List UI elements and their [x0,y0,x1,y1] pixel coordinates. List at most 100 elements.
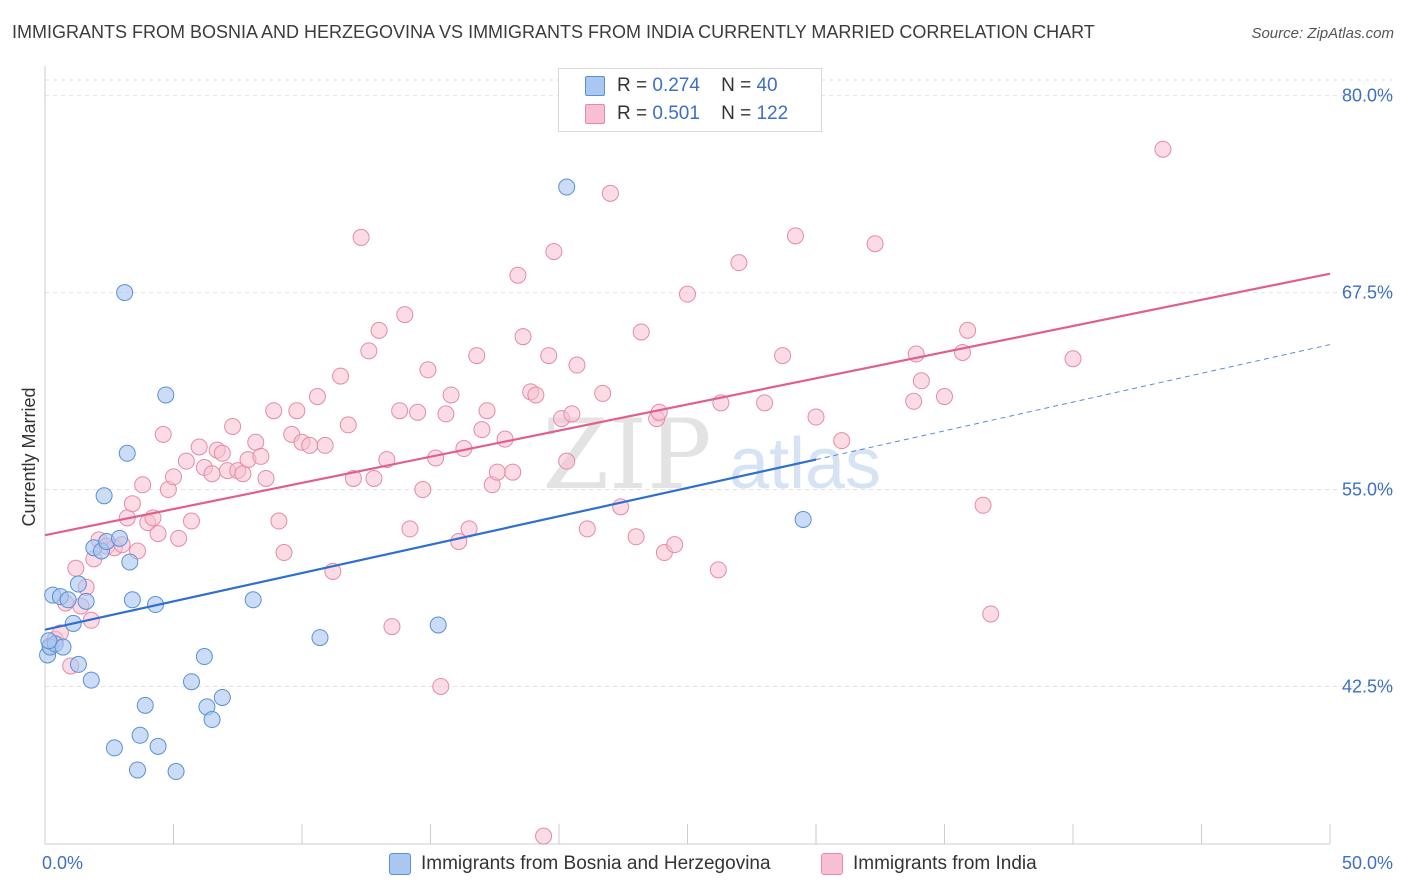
bottom-legend-swatch-bosnia [389,853,411,875]
bosnia-trend-extension [815,344,1331,461]
source-label: Source: ZipAtlas.com [1251,25,1394,42]
bosnia-point [129,761,147,779]
india-point [514,328,532,346]
india-point [344,469,362,487]
india-point [496,430,514,448]
bosnia-point [123,591,141,609]
bosnia-point [213,688,231,706]
india-point [535,827,553,845]
india-point [774,347,792,365]
watermark: ZIP atlas [542,399,881,511]
india-point [401,520,419,538]
bosnia-point [182,673,200,691]
bottom-legend-swatch-india [821,853,843,875]
india-point [756,394,774,412]
india-point [419,361,437,379]
india-point [666,536,684,554]
bosnia-point [118,444,136,462]
bosnia-point [54,638,72,656]
india-point [540,347,558,365]
bosnia-point [77,592,95,610]
india-point [601,184,619,202]
bosnia-point [59,591,77,609]
india-point [123,495,141,513]
india-point [679,285,696,303]
y-tick-label: 80.0% [1342,86,1393,106]
india-point [149,525,167,543]
bosnia-point [558,178,576,196]
india-point [982,605,1000,623]
bottom-legend-label-bosnia: Immigrants from Bosnia and Herzegovina [421,853,771,874]
india-point [974,496,992,514]
india-point [275,544,293,562]
india-point [339,416,357,434]
legend-swatch-india [585,104,605,124]
india-point [905,392,923,410]
india-point [432,677,450,695]
india-point [67,559,85,577]
india-point [154,425,172,443]
legend-r-value-bosnia: 0.274 [652,75,700,96]
india-point [558,452,576,470]
legend-r-label: R = [617,103,648,124]
india-point [1064,350,1082,368]
india-point [213,444,231,462]
india-point [134,476,152,494]
legend-r-label: R = [617,75,648,96]
india-point [391,402,409,420]
bosnia-points [39,178,812,781]
bosnia-point [794,510,812,528]
india-point [301,436,319,454]
india-point [396,306,414,324]
india-point [383,618,401,636]
india-point [936,388,953,406]
legend-swatch-bosnia [585,76,605,96]
india-point [365,469,383,487]
india-point [409,403,427,421]
india-point [568,356,586,374]
india-point [360,342,378,360]
axes [44,66,1331,845]
india-point [504,463,522,481]
india-points [41,140,1172,845]
x-tick-label-min: 0.0% [42,853,83,873]
india-point [730,254,748,272]
bosnia-point [105,739,123,757]
india-point [190,438,208,456]
india-point [478,402,496,420]
bosnia-point [40,632,58,650]
bosnia-point [121,553,139,571]
india-point [234,465,252,483]
india-point [170,529,188,547]
bosnia-point [136,696,154,714]
india-point [473,421,491,439]
bosnia-point [244,591,262,609]
india-point [378,451,396,469]
india-point [833,432,851,450]
y-tick-label: 67.5% [1342,283,1393,303]
india-point [545,243,563,261]
india-point [265,402,283,420]
legend-r-value-india: 0.501 [652,103,700,124]
legend-n-label: N = [721,103,752,124]
stats-legend: R = 0.274 N = 40 R = 0.501 N = 122 [558,68,822,132]
bosnia-point [82,671,100,689]
india-point [224,417,242,435]
india-point [912,372,930,390]
bosnia-point [69,575,87,593]
india-point [709,561,727,579]
india-point [177,452,195,470]
bosnia-point [203,711,221,729]
india-point [316,436,334,454]
bosnia-point [195,648,213,666]
legend-n-label: N = [721,75,752,96]
india-point [182,512,200,530]
bosnia-point [167,763,185,781]
india-point [807,408,825,426]
india-point [165,468,182,486]
india-point [332,367,350,385]
india-point [527,386,545,404]
bosnia-point [157,386,175,404]
india-point [352,228,370,246]
